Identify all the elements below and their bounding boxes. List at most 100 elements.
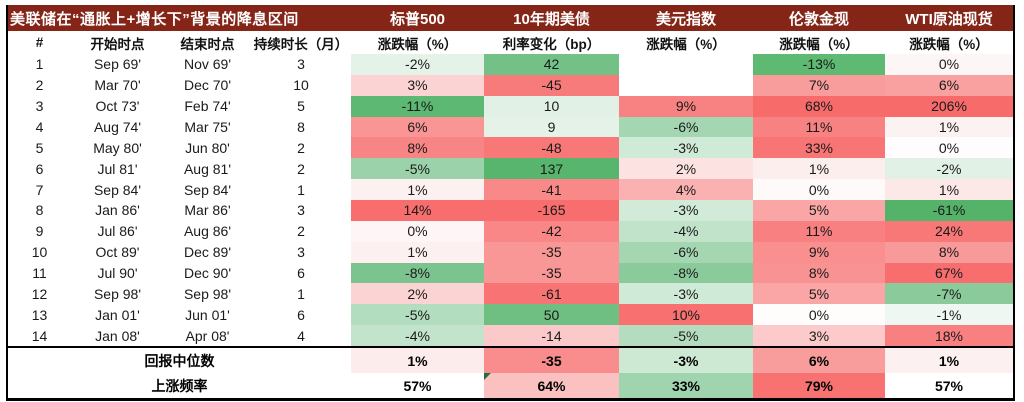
cell-wti: 24% [885, 220, 1013, 242]
summary-gold: 79% [753, 373, 885, 399]
cell-sp500: -2% [351, 54, 484, 75]
cell-dxy: -6% [619, 116, 753, 138]
cell-gold: 3% [753, 325, 885, 347]
cell-wti: -61% [885, 200, 1013, 221]
cell-dxy [619, 54, 753, 75]
cell-end-time: Apr 08' [185, 327, 230, 344]
subheader-start-time: 开始时点 [90, 36, 145, 52]
cell-gold: 0% [753, 179, 885, 201]
cell-sp500: 3% [351, 74, 484, 96]
cell-gold: 33% [753, 137, 885, 159]
median-return-row: 回报中位数 1% -35 -3% 6% 1% [8, 346, 1013, 374]
cell-index: 8 [35, 202, 44, 219]
cell-wti: 0% [885, 137, 1013, 159]
cell-wti: 18% [885, 325, 1013, 347]
cell-dxy: -6% [619, 241, 753, 263]
cell-index: 14 [31, 327, 48, 344]
cell-index: 5 [35, 139, 44, 156]
cell-start-time: Oct 89' [95, 244, 140, 261]
table-row: 8 Jan 86' Mar 86' 3 14% -165 -3% 5% -61% [8, 200, 1013, 221]
cell-gold: 11% [753, 220, 885, 242]
cell-dxy: 4% [619, 179, 753, 201]
cell-dxy: 10% [619, 304, 753, 326]
cell-start-time: Sep 98' [93, 285, 142, 302]
cell-ust10y: -35 [484, 241, 619, 263]
summary-sp500: 57% [351, 373, 484, 399]
subheader-gold-change: 涨跌幅（%） [779, 36, 859, 52]
cell-dxy: -8% [619, 262, 753, 284]
cell-wti: 6% [885, 74, 1013, 96]
cell-start-time: Jan 01' [95, 306, 140, 323]
cell-duration: 2 [297, 160, 305, 177]
column-header-sp500: 标普500 [389, 10, 446, 28]
cell-sp500: -11% [351, 95, 484, 117]
cell-ust10y: -61 [484, 283, 619, 305]
up-frequency-row: 上涨频率 57% 64% 33% 79% 57% [8, 373, 1013, 399]
cell-ust10y: -165 [484, 200, 619, 221]
summary-dxy: 33% [619, 373, 753, 399]
cell-index: 9 [35, 223, 44, 240]
column-header-london-gold: 伦敦金现 [788, 10, 849, 28]
cell-start-time: Sep 84' [93, 181, 142, 198]
cell-sp500: 6% [351, 116, 484, 138]
cell-duration: 10 [293, 77, 309, 94]
subheader-end-time: 结束时点 [180, 36, 235, 52]
cell-gold: -13% [753, 54, 885, 75]
cell-end-time: Aug 86' [183, 223, 232, 240]
cell-end-time: Dec 90' [183, 265, 232, 282]
subheader-sp500-change: 涨跌幅（%） [377, 36, 458, 52]
cell-duration: 1 [297, 285, 305, 302]
summary-gold: 6% [753, 348, 885, 374]
cell-end-time: Sep 98' [183, 285, 232, 302]
cell-duration: 2 [297, 223, 305, 240]
table-row: 1 Sep 69' Nov 69' 3 -2% 42 -13% 0% [8, 54, 1013, 75]
subheader-row: # 开始时点 结束时点 持续时长（月） 涨跌幅（%） 利率变化（bp） 涨跌幅（… [8, 31, 1013, 54]
cell-duration: 5 [297, 98, 305, 115]
summary-label: 上涨频率 [151, 377, 208, 394]
table-row: 2 Mar 70' Dec 70' 10 3% -45 7% 6% [8, 74, 1013, 96]
column-header-ust10y: 10年期美债 [513, 10, 590, 28]
cell-index: 2 [35, 77, 44, 94]
cell-dxy: 9% [619, 95, 753, 117]
cell-ust10y: -45 [484, 74, 619, 96]
subheader-wti-change: 涨跌幅（%） [909, 36, 989, 52]
table-row: 5 May 80' Jun 80' 2 8% -48 -3% 33% 0% [8, 137, 1013, 159]
cell-wti: 8% [885, 241, 1013, 263]
cell-start-time: Oct 73' [95, 98, 140, 115]
cell-end-time: Mar 86' [184, 202, 231, 219]
table-row: 6 Jul 81' Aug 81' 2 -5% 137 2% 1% -2% [8, 158, 1013, 180]
cell-start-time: Jul 81' [97, 160, 138, 177]
table-title: 美联储在“通胀上+增长下”背景的降息区间 [10, 10, 299, 28]
summary-label: 回报中位数 [144, 352, 215, 369]
cell-ust10y: 42 [484, 54, 619, 75]
cell-ust10y: 9 [484, 116, 619, 138]
cell-duration: 8 [297, 119, 305, 135]
cell-index: 12 [31, 285, 48, 302]
cell-dxy: -5% [619, 325, 753, 347]
cell-dxy [619, 74, 753, 96]
summary-dxy: -3% [619, 348, 753, 374]
cell-gold: 1% [753, 158, 885, 180]
table-row: 10 Oct 89' Dec 89' 3 1% -35 -6% 9% 8% [8, 241, 1013, 263]
subheader-index: # [35, 35, 44, 50]
table-row: 11 Jul 90' Dec 90' 6 -8% -35 -8% 8% 67% [8, 262, 1013, 284]
cell-index: 7 [35, 181, 44, 198]
summary-ust10y: 64% [484, 373, 619, 399]
cell-duration: 2 [297, 139, 305, 156]
cell-wti: 206% [885, 95, 1013, 117]
cell-index: 11 [32, 265, 47, 282]
table-row: 14 Jan 08' Apr 08' 4 -4% -14 -5% 3% 18% [8, 325, 1013, 347]
cell-sp500: 1% [351, 241, 484, 263]
cell-duration: 4 [297, 327, 305, 344]
cell-sp500: -5% [351, 304, 484, 326]
table-row: 3 Oct 73' Feb 74' 5 -11% 10 9% 68% 206% [8, 95, 1013, 117]
cell-sp500: 1% [351, 179, 484, 201]
subheader-duration-months: 持续时长（月） [253, 36, 349, 52]
cell-end-time: Mar 75' [184, 119, 231, 135]
cell-wti: 67% [885, 262, 1013, 284]
table-row: 4 Aug 74' Mar 75' 8 6% 9 -6% 11% 1% [8, 116, 1013, 138]
cell-end-time: Aug 81' [183, 160, 232, 177]
cell-sp500: -8% [351, 262, 484, 284]
cell-index: 13 [31, 306, 48, 323]
cell-duration: 6 [297, 265, 305, 282]
